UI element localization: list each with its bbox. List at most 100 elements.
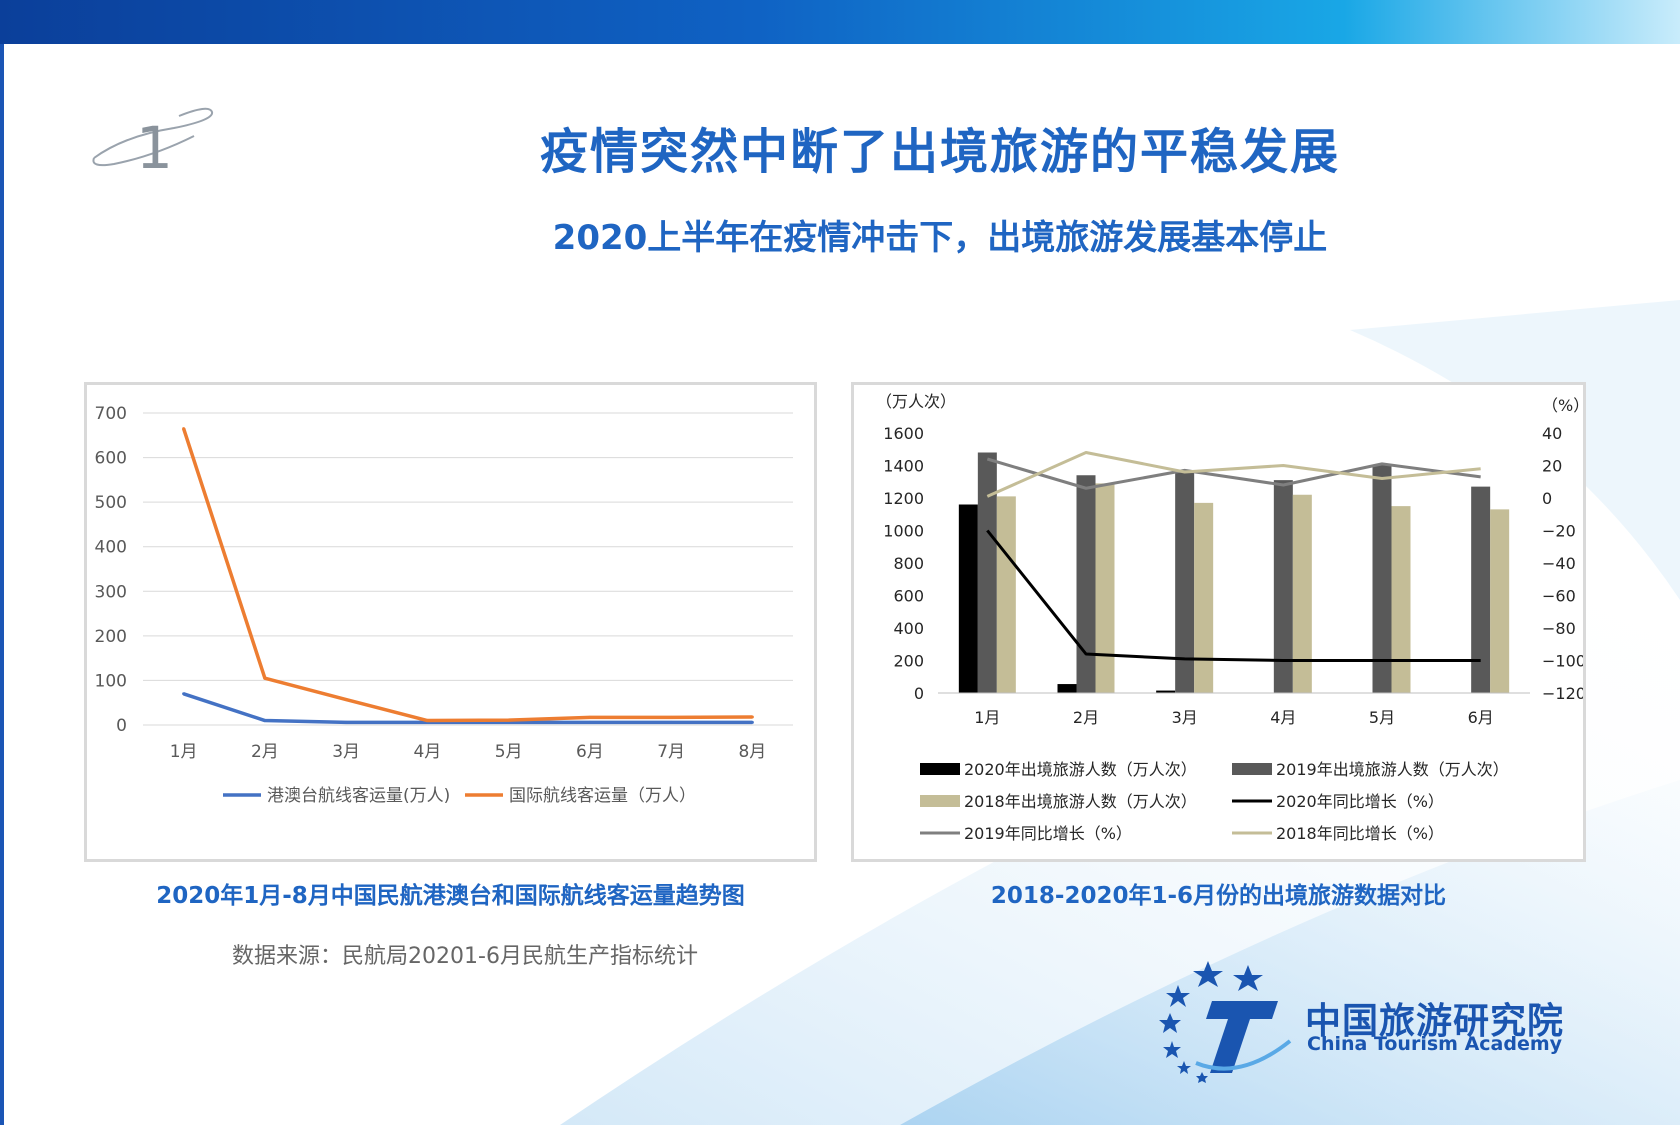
legend-label: 2019年同比增长（%） bbox=[964, 824, 1132, 843]
logo-english-name: China Tourism Academy bbox=[1307, 1033, 1563, 1055]
data-point bbox=[425, 719, 429, 723]
legend-swatch bbox=[1232, 763, 1272, 775]
academy-logo bbox=[1159, 961, 1292, 1083]
y-tick-label: 200 bbox=[95, 627, 127, 647]
y-left-tick-label: 400 bbox=[893, 619, 924, 638]
y-right-tick-label: −60 bbox=[1542, 587, 1576, 606]
combo-chart-panel: （万人次） （%） 0 200 400 600 800 1000 1200 1400 1600 −12… bbox=[851, 382, 1589, 862]
x-tick-label: 6月 bbox=[1468, 708, 1494, 727]
y-right-tick-label: −20 bbox=[1542, 522, 1576, 541]
x-tick-label: 2月 bbox=[1073, 708, 1099, 727]
bar bbox=[1057, 684, 1077, 693]
y-tick-label: 500 bbox=[95, 493, 127, 513]
slide-number: 1 bbox=[136, 114, 173, 178]
data-point bbox=[588, 715, 592, 719]
data-point bbox=[263, 719, 267, 723]
x-tick-label: 5月 bbox=[495, 742, 523, 762]
bar bbox=[1273, 480, 1293, 693]
star-icon bbox=[1196, 1072, 1208, 1083]
top-banner bbox=[0, 0, 1680, 44]
bar bbox=[1372, 465, 1392, 693]
y-tick-label: 600 bbox=[95, 449, 127, 469]
y-tick-label: 300 bbox=[95, 582, 127, 602]
legend-swatch bbox=[920, 795, 960, 807]
data-point bbox=[182, 427, 186, 431]
left-accent-bar bbox=[0, 44, 4, 1125]
line-chart-panel: 0 100 200 300 400 500 600 700 1月 2月 3月 4月 5月 6月 7月 8月 港澳… bbox=[84, 382, 817, 862]
data-point bbox=[669, 715, 673, 719]
y-left-tick-label: 800 bbox=[893, 554, 924, 573]
bar bbox=[977, 452, 997, 693]
y-left-tick-label: 1200 bbox=[883, 489, 924, 508]
page-subtitle: 2020上半年在疫情冲击下，出境旅游发展基本停止 bbox=[552, 218, 1328, 258]
series-line bbox=[181, 428, 753, 723]
growth-line bbox=[986, 451, 1481, 498]
x-tick-label: 3月 bbox=[1172, 708, 1198, 727]
legend-label: 2018年出境旅游人数（万人次） bbox=[964, 792, 1197, 811]
series-line bbox=[183, 692, 753, 725]
x-tick-label: 8月 bbox=[738, 742, 766, 762]
star-icon-group bbox=[1159, 961, 1263, 1083]
bar bbox=[1175, 472, 1195, 693]
y-right-tick-label: 0 bbox=[1542, 489, 1552, 508]
legend-label: 2018年同比增长（%） bbox=[1276, 824, 1444, 843]
y-tick-label: 700 bbox=[95, 404, 127, 424]
y-right-tick-label: 20 bbox=[1542, 457, 1562, 476]
legend-swatch bbox=[920, 763, 960, 775]
growth-line bbox=[986, 529, 1481, 662]
data-point bbox=[588, 720, 592, 724]
bar bbox=[1095, 483, 1115, 693]
line-chart: 0 100 200 300 400 500 600 700 1月 2月 3月 4月 5月 6月 7月 8月港澳… bbox=[95, 404, 793, 806]
bar bbox=[1471, 486, 1491, 693]
y-left-tick-label: 1600 bbox=[883, 424, 924, 443]
slide-number-badge: 1 bbox=[92, 107, 214, 178]
y-tick-label: 100 bbox=[95, 671, 127, 691]
bar bbox=[1391, 506, 1411, 693]
y-left-tick-label: 200 bbox=[893, 652, 924, 671]
data-point bbox=[344, 720, 348, 724]
star-icon bbox=[1177, 1061, 1191, 1074]
bar bbox=[1292, 494, 1312, 693]
data-point bbox=[750, 715, 754, 719]
y-tick-label: 400 bbox=[95, 538, 127, 558]
x-tick-label: 4月 bbox=[1270, 708, 1296, 727]
right-chart-caption: 2018-2020年1-6月份的出境旅游数据对比 bbox=[990, 883, 1447, 909]
legend-label: 2019年出境旅游人数（万人次） bbox=[1276, 760, 1509, 779]
x-tick-label: 1月 bbox=[974, 708, 1000, 727]
y-left-tick-label: 1000 bbox=[883, 522, 924, 541]
bar bbox=[958, 504, 978, 693]
legend-label: 2020年出境旅游人数（万人次） bbox=[964, 760, 1197, 779]
bar bbox=[1194, 502, 1214, 693]
t-logo-icon bbox=[1206, 1001, 1278, 1073]
logo-chinese-name: 中国旅游研究院 bbox=[1305, 1001, 1565, 1042]
x-tick-label: 3月 bbox=[332, 742, 360, 762]
y-left-tick-label: 600 bbox=[893, 587, 924, 606]
y-right-tick-label: −40 bbox=[1542, 554, 1576, 573]
data-point bbox=[669, 720, 673, 724]
left-chart-caption: 2020年1月-8月中国民航港澳台和国际航线客运量趋势图 bbox=[156, 883, 745, 909]
star-icon bbox=[1166, 985, 1190, 1007]
y-left-tick-label: 1400 bbox=[883, 457, 924, 476]
legend-label: 国际航线客运量（万人） bbox=[509, 786, 696, 806]
y-right-unit: （%） bbox=[1542, 396, 1583, 415]
star-icon bbox=[1163, 1041, 1181, 1058]
x-tick-label: 2月 bbox=[251, 742, 279, 762]
data-point bbox=[182, 692, 186, 696]
bar bbox=[1490, 509, 1510, 693]
y-tick-label: 0 bbox=[116, 716, 127, 736]
y-right-tick-label: −80 bbox=[1542, 619, 1576, 638]
legend-label: 港澳台航线客运量(万人) bbox=[267, 786, 450, 806]
page-title: 疫情突然中断了出境旅游的平稳发展 bbox=[539, 124, 1340, 180]
x-tick-label: 4月 bbox=[413, 742, 441, 762]
y-right-tick-label: −120 bbox=[1542, 684, 1583, 703]
data-point bbox=[344, 698, 348, 702]
legend-label: 2020年同比增长（%） bbox=[1276, 792, 1444, 811]
star-icon bbox=[1193, 961, 1223, 987]
y-left-unit: （万人次） bbox=[876, 392, 956, 411]
growth-line bbox=[986, 457, 1481, 490]
y-right-tick-label: −100 bbox=[1542, 652, 1583, 671]
data-point bbox=[507, 718, 511, 722]
star-icon bbox=[1159, 1013, 1181, 1033]
x-tick-label: 1月 bbox=[170, 742, 198, 762]
x-tick-label: 7月 bbox=[657, 742, 685, 762]
